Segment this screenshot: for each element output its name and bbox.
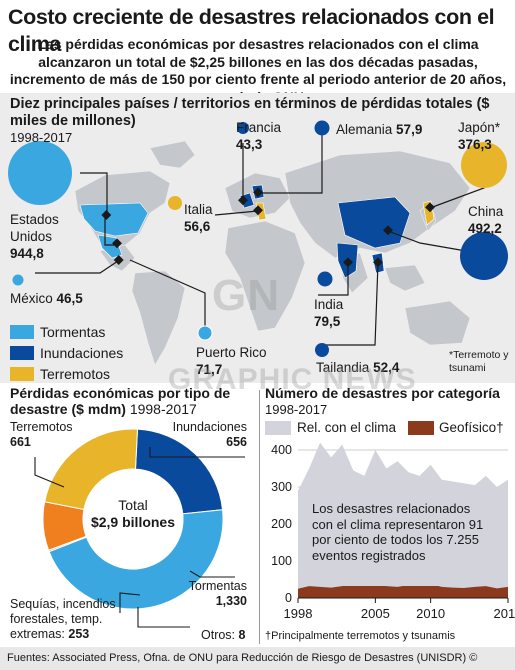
bubble-italy bbox=[168, 196, 182, 210]
area-ytick-0: 0 bbox=[285, 591, 292, 605]
label-usa: Estados Unidos 944,8 bbox=[10, 212, 59, 261]
donut-leader-4 bbox=[137, 607, 190, 628]
label-puerto-rico: Puerto Rico 71,7 bbox=[196, 345, 267, 377]
area-period: 1998-2017 bbox=[265, 402, 328, 417]
donut-label-storms: Tormentas 1,330 bbox=[188, 579, 247, 608]
area-xtick-2005: 2005 bbox=[361, 606, 390, 621]
area-annotation-bg bbox=[310, 496, 488, 586]
area-title: Número de desastres por categoría bbox=[265, 385, 500, 401]
area-series-geo bbox=[298, 583, 508, 598]
bubble-mexico bbox=[12, 274, 24, 286]
australia-shape bbox=[404, 300, 471, 346]
label-japan: Japón* 376,3 bbox=[458, 120, 501, 152]
slice-storms bbox=[48, 509, 224, 610]
legend-earthquakes-swatch bbox=[10, 366, 34, 381]
donut-label-earthquakes: Terremotos 661 bbox=[10, 420, 73, 449]
area-ytick-100: 100 bbox=[271, 554, 292, 568]
donut-leader-2 bbox=[189, 570, 235, 578]
bubble-puerto-rico bbox=[197, 325, 213, 341]
africa-shape bbox=[224, 220, 306, 332]
map-title: Diez principales países / territorios en… bbox=[10, 96, 490, 129]
donut-leader-3 bbox=[119, 592, 141, 613]
area-footnote: †Principalmente terremotos y tsunamis bbox=[265, 630, 456, 642]
area-xtick-2017: 2017 bbox=[494, 606, 515, 621]
label-italy: Italia 56,6 bbox=[184, 202, 213, 234]
world-map bbox=[8, 120, 508, 366]
bubble-usa bbox=[8, 141, 72, 205]
southeast-asia-shape bbox=[384, 264, 426, 292]
bubble-germany bbox=[314, 120, 330, 136]
map-period: 1998-2017 bbox=[10, 130, 73, 145]
source-credit: Fuentes: Associated Press, Ofna. de ONU … bbox=[0, 647, 515, 670]
donut-leader-0 bbox=[34, 457, 65, 488]
area-legend-climate: Rel. con el clima bbox=[297, 420, 397, 435]
donut-label-others: Otros: 8 bbox=[201, 628, 246, 642]
donut-leader-1 bbox=[149, 447, 245, 458]
map-legend: Tormentas Inundaciones Terremotos bbox=[10, 321, 123, 384]
label-france: Francia 43,3 bbox=[236, 120, 282, 152]
map-panel: Diez principales países / territorios en… bbox=[0, 93, 515, 396]
area-ytick-200: 200 bbox=[271, 517, 292, 531]
donut-chart bbox=[34, 428, 245, 628]
watermark-logo: GN bbox=[212, 271, 280, 320]
legend-earthquakes: Terremotos bbox=[10, 363, 123, 384]
donut-hole bbox=[84, 470, 182, 568]
donut-label-floods: Inundaciones 656 bbox=[172, 420, 247, 449]
area-legend: Rel. con el clima Geofísico† bbox=[265, 420, 504, 435]
legend-floods-swatch bbox=[10, 345, 34, 360]
legend-storms: Tormentas bbox=[10, 321, 123, 342]
area-xtick-1998: 1998 bbox=[284, 606, 313, 621]
donut-center-label: Total $2,9 billones bbox=[90, 497, 176, 530]
donut-title: Pérdidas económicas por tipo de desastre… bbox=[10, 385, 231, 417]
label-india: India 79,5 bbox=[314, 297, 344, 329]
area-annotation: Los desastres relacionados con el clima … bbox=[312, 501, 484, 563]
greenland-shape bbox=[149, 140, 196, 169]
watermark-text: GRAPHIC NEWS bbox=[168, 363, 417, 396]
bubble-japan bbox=[461, 142, 507, 188]
area-legend-climate-swatch bbox=[265, 420, 291, 435]
bubble-thailand bbox=[315, 343, 329, 357]
area-chart: 0 100 200 300 400 1998 2005 2010 2017 bbox=[271, 442, 515, 621]
label-mexico: México 46,5 bbox=[10, 291, 83, 306]
label-germany: Alemania 57,9 bbox=[336, 122, 423, 137]
area-legend-geo: Geofísico† bbox=[439, 420, 504, 435]
donut-label-droughts: Sequías, incendios forestales, temp. ext… bbox=[10, 597, 116, 641]
legend-storms-swatch bbox=[10, 324, 34, 339]
label-china: China 492,2 bbox=[468, 204, 504, 236]
area-ytick-300: 300 bbox=[271, 480, 292, 494]
bubble-france bbox=[237, 122, 249, 134]
south-america-shape bbox=[131, 270, 186, 366]
map-footnote: *Terremoto y tsunami bbox=[449, 349, 509, 374]
china-highlight bbox=[337, 196, 411, 249]
section-divider bbox=[259, 390, 260, 644]
area-xtick-2010: 2010 bbox=[416, 606, 445, 621]
usa-highlight bbox=[79, 202, 149, 237]
label-thailand: Tailandia 52,4 bbox=[316, 360, 400, 375]
slice-earthquakes bbox=[44, 428, 139, 511]
area-ytick-400: 400 bbox=[271, 443, 292, 457]
area-legend-geo-swatch bbox=[408, 420, 435, 435]
bubble-india bbox=[317, 271, 333, 287]
page-title: Costo creciente de desastres relacionado… bbox=[8, 5, 495, 56]
legend-floods: Inundaciones bbox=[10, 342, 123, 363]
bubble-china bbox=[460, 232, 508, 280]
